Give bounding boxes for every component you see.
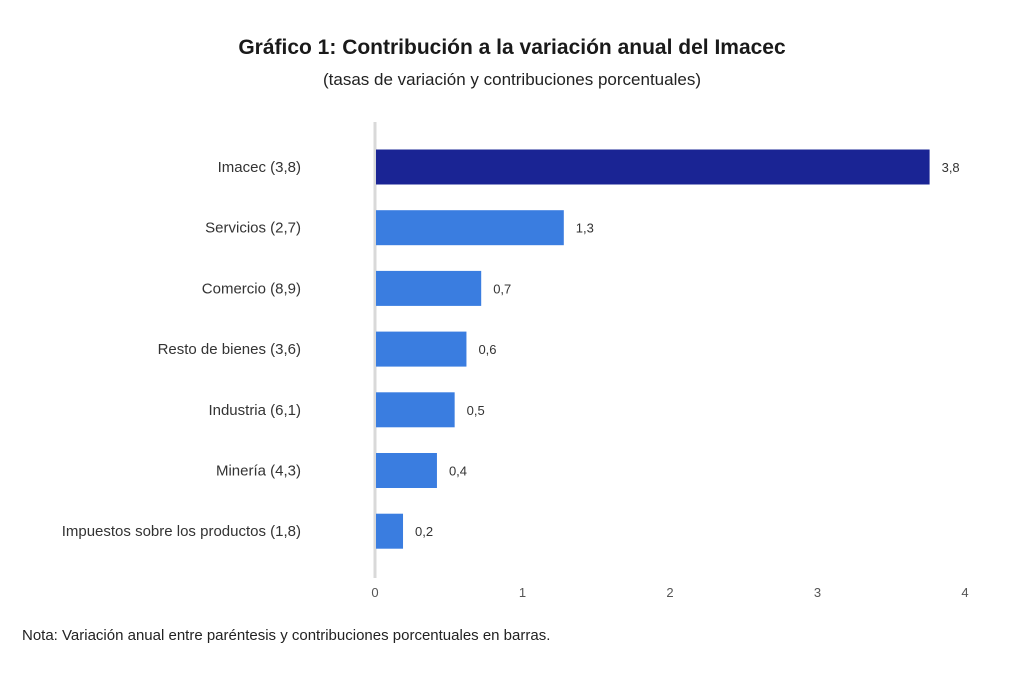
data-label: 0,7 [493,281,511,296]
category-label: Impuestos sobre los productos (1,8) [62,523,301,540]
bar [376,513,404,549]
data-label: 0,6 [478,342,496,357]
bar-chart: Imacec (3,8) 3,8 Servicios (2,7) 1,3 Comerci… [62,122,969,600]
x-tick-label: 2 [666,585,673,600]
category-label: Industria (6,1) [208,402,301,419]
bar [376,270,482,306]
category-label: Comercio (8,9) [202,280,301,297]
data-label: 0,5 [467,403,485,418]
data-label: 1,3 [576,221,594,236]
chart-note: Nota: Variación anual entre paréntesis y… [22,627,551,644]
chart-subtitle: (tasas de variación y contribuciones por… [323,70,701,89]
bar [376,149,930,185]
bar [376,453,437,488]
x-tick-label: 4 [961,585,968,600]
bar [376,331,467,367]
data-label: 0,2 [415,524,433,539]
x-tick-label: 1 [519,585,526,600]
category-label: Imacec (3,8) [218,159,301,176]
category-label: Servicios (2,7) [205,220,301,237]
bar [376,210,564,246]
x-tick-label: 0 [371,585,378,600]
category-label: Resto de bienes (3,6) [158,341,301,358]
x-tick-label: 3 [814,585,821,600]
chart-title: Gráfico 1: Contribución a la variación a… [238,36,786,59]
bar [376,392,455,428]
category-label: Minería (4,3) [216,463,301,480]
data-label: 0,4 [449,464,467,479]
data-label: 3,8 [942,160,960,175]
